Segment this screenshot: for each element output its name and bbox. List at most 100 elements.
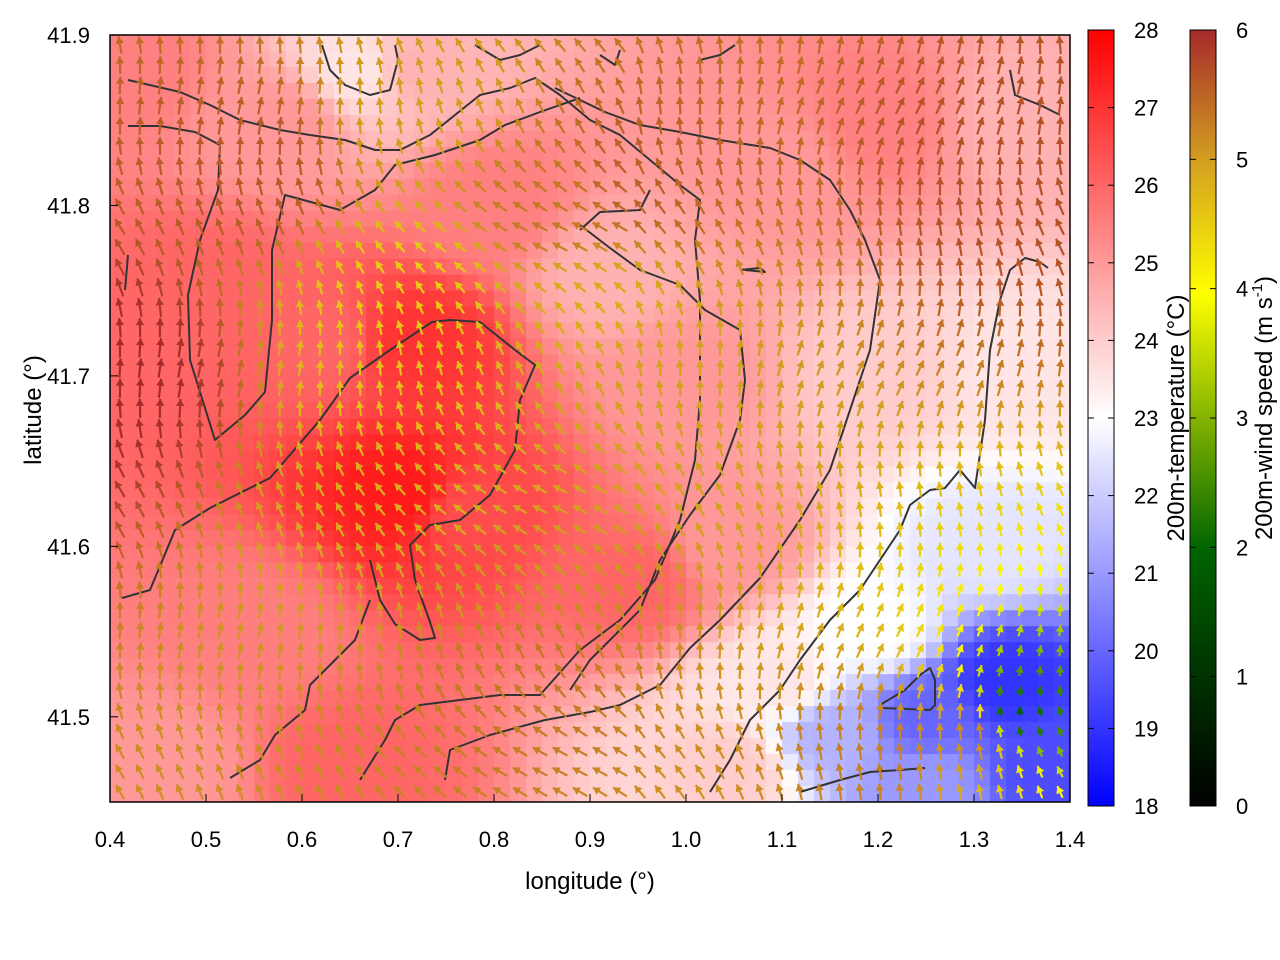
heatmap-cell — [334, 50, 351, 68]
heatmap-cell — [206, 114, 223, 132]
heatmap-cell — [302, 690, 319, 707]
heatmap-cell — [222, 514, 239, 531]
heatmap-cell — [798, 242, 815, 260]
heatmap-cell — [1006, 418, 1023, 436]
heatmap-cell — [542, 466, 559, 484]
heatmap-cell — [254, 50, 271, 68]
heatmap-cell — [510, 146, 527, 164]
heatmap-cell — [990, 434, 1007, 452]
heatmap-cell — [526, 530, 543, 547]
heatmap-cell — [830, 658, 847, 675]
heatmap-cell — [526, 610, 543, 627]
heatmap-cell — [750, 450, 767, 468]
heatmap-cell — [382, 482, 399, 499]
heatmap-cell — [718, 146, 735, 164]
heatmap-cell — [142, 450, 159, 468]
heatmap-cell — [702, 690, 719, 707]
heatmap-cell — [302, 578, 319, 595]
heatmap-cell — [750, 610, 767, 627]
heatmap-cell — [1006, 354, 1023, 372]
heatmap-cell — [782, 306, 799, 324]
heatmap-cell — [1022, 354, 1039, 372]
heatmap-cell — [542, 82, 559, 100]
heatmap-cell — [702, 290, 719, 308]
heatmap-cell — [558, 562, 575, 579]
heatmap-cell — [222, 146, 239, 164]
heatmap-cell — [990, 562, 1007, 579]
heatmap-cell — [222, 706, 239, 723]
heatmap-cell — [590, 242, 607, 260]
heatmap-cell — [222, 370, 239, 388]
heatmap-cell — [302, 35, 319, 52]
heatmap-cell — [702, 434, 719, 452]
heatmap-cell — [558, 274, 575, 292]
heatmap-cell — [718, 194, 735, 212]
heatmap-cell — [942, 178, 959, 196]
heatmap-cell — [782, 738, 799, 755]
heatmap-cell — [718, 242, 735, 260]
heatmap-cell — [158, 434, 175, 452]
heatmap-cell — [974, 306, 991, 324]
heatmap-cell — [750, 546, 767, 563]
heatmap-cell — [222, 226, 239, 244]
heatmap-cell — [638, 162, 655, 180]
heatmap-cell — [478, 450, 495, 468]
heatmap-cell — [446, 418, 463, 436]
heatmap-cell — [702, 370, 719, 388]
heatmap-cell — [766, 35, 783, 52]
heatmap-cell — [142, 306, 159, 324]
heatmap-cell — [782, 642, 799, 659]
heatmap-cell — [942, 722, 959, 739]
heatmap-cell — [782, 210, 799, 228]
heatmap-cell — [302, 274, 319, 292]
heatmap-cell — [590, 770, 607, 787]
heatmap-cell — [110, 210, 127, 228]
heatmap-cell — [302, 482, 319, 499]
heatmap-cell — [590, 450, 607, 468]
heatmap-cell — [318, 466, 335, 484]
heatmap-cell — [222, 50, 239, 68]
heatmap-cell — [702, 530, 719, 547]
heatmap-cell — [638, 274, 655, 292]
heatmap-cell — [254, 130, 271, 148]
heatmap-cell — [142, 530, 159, 547]
heatmap-cell — [542, 274, 559, 292]
heatmap-cell — [590, 306, 607, 324]
heatmap-cell — [670, 690, 687, 707]
heatmap-cell — [222, 162, 239, 180]
heatmap-cell — [350, 210, 367, 228]
heatmap-cell — [350, 642, 367, 659]
heatmap-cell — [1022, 66, 1039, 84]
heatmap-cell — [190, 770, 207, 787]
heatmap-cell — [750, 354, 767, 372]
heatmap-cell — [302, 194, 319, 212]
heatmap-cell — [702, 178, 719, 196]
heatmap-cell — [558, 514, 575, 531]
heatmap-cell — [942, 386, 959, 404]
heatmap-cell — [558, 35, 575, 52]
heatmap-cell — [942, 35, 959, 52]
heatmap-cell — [542, 162, 559, 180]
heatmap-cell — [302, 514, 319, 531]
heatmap-cell — [766, 418, 783, 436]
heatmap-cell — [782, 770, 799, 787]
heatmap-cell — [142, 130, 159, 148]
heatmap-cell — [670, 162, 687, 180]
heatmap-cell — [302, 226, 319, 244]
heatmap-cell — [462, 546, 479, 563]
heatmap-cell — [302, 434, 319, 452]
heatmap-cell — [1022, 514, 1039, 531]
heatmap-cell — [414, 466, 431, 484]
heatmap-cell — [286, 306, 303, 324]
heatmap-cell — [862, 322, 879, 340]
heatmap-cell — [222, 354, 239, 372]
heatmap-cell — [798, 82, 815, 100]
heatmap-cell — [894, 242, 911, 260]
heatmap-cell — [830, 354, 847, 372]
heatmap-cell — [766, 162, 783, 180]
heatmap-cell — [398, 35, 415, 52]
heatmap-cell — [942, 450, 959, 468]
heatmap-cell — [350, 466, 367, 484]
heatmap-cell — [766, 50, 783, 68]
heatmap-cell — [974, 162, 991, 180]
